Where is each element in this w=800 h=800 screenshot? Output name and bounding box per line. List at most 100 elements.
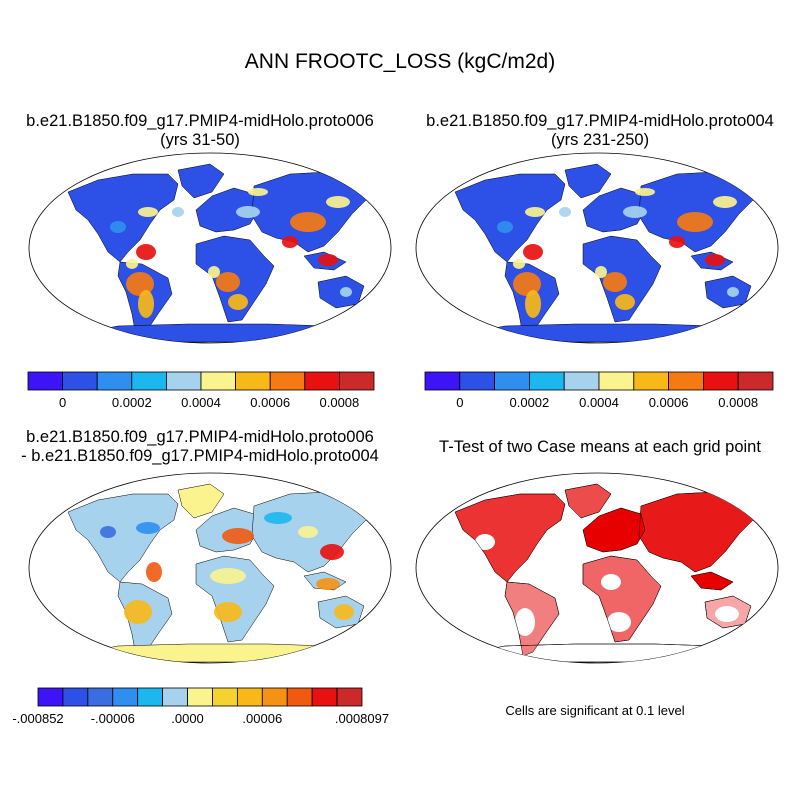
colorbar-box-3 <box>112 687 139 707</box>
ttest-significance-note: Cells are significant at 0.1 level <box>505 703 685 718</box>
value-region-12 <box>172 207 184 217</box>
value-region-10 <box>326 196 350 208</box>
colorbar-tick-label: 0 <box>456 395 464 410</box>
value-region-5 <box>228 294 248 310</box>
value-region-14 <box>635 188 655 196</box>
colorbar-box-9 <box>737 371 774 391</box>
value-region-11 <box>138 207 158 217</box>
colorbar-tick-label: 0.0006 <box>648 395 689 410</box>
coastline-seasia <box>690 571 734 591</box>
colorbar-box-3 <box>131 371 167 391</box>
value-region-4 <box>216 272 240 292</box>
diff-region-10 <box>334 604 354 620</box>
land-antarctica <box>75 643 359 663</box>
colorbar-tick-label: 0 <box>58 395 67 410</box>
colorbar-box-0 <box>37 687 64 707</box>
value-region-0 <box>523 244 543 260</box>
value-region-0 <box>136 244 156 260</box>
colorbar-box-8 <box>702 371 739 391</box>
colorbar-box-9 <box>338 371 375 391</box>
colorbar-box-2 <box>494 371 530 391</box>
colorbar-tick-label: .00006 <box>242 711 283 726</box>
colorbar-case1-labels: 0 0.0002 0.0004 0.0006 0.0008 <box>28 395 374 413</box>
colorbar-tick-label: 0.0002 <box>509 395 550 410</box>
significant-region-seasia <box>691 572 733 590</box>
colorbar-tick-label: .0008097 <box>334 711 390 726</box>
colorbar-diff <box>37 687 363 707</box>
value-region-6 <box>595 266 607 278</box>
nonsignificant-region-0 <box>515 608 535 636</box>
value-region-12 <box>559 207 571 217</box>
colorbar-box-1 <box>459 371 495 391</box>
value-region-13 <box>623 206 647 218</box>
diff-region-2 <box>146 562 162 582</box>
diff-region-5 <box>316 578 340 590</box>
colorbar-box-0 <box>27 371 63 391</box>
colorbar-box-3 <box>529 371 565 391</box>
value-region-13 <box>236 206 260 218</box>
colorbar-box-2 <box>96 371 133 391</box>
panel-title-ttest: T-Test of two Case means at each grid po… <box>400 438 800 457</box>
land-greenland <box>177 483 225 519</box>
panel-title-case2-line2: (yrs 231-250) <box>550 131 650 149</box>
map-case1 <box>28 152 392 344</box>
land-antarctica <box>462 643 746 663</box>
colorbar-box-0 <box>424 371 461 391</box>
map-case2 <box>415 152 779 344</box>
colorbar-box-4 <box>137 687 164 707</box>
colorbar-box-8 <box>236 687 263 707</box>
value-region-8 <box>318 254 338 266</box>
colorbar-box-7 <box>269 371 306 391</box>
diff-region-11 <box>298 526 318 538</box>
value-region-3 <box>513 259 525 269</box>
panel-title-case1: b.e21.B1850.f09_g17.PMIP4-midHolo.proto0… <box>0 112 400 150</box>
colorbar-tick-label: 0.0004 <box>579 395 619 410</box>
panel-title-diff: b.e21.B1850.f09_g17.PMIP4-midHolo.proto0… <box>0 428 400 466</box>
land-greenland <box>177 163 225 199</box>
nonsignificant-region-4 <box>601 574 621 590</box>
nonsignificant-region-3 <box>475 534 495 550</box>
map-diff <box>28 472 392 664</box>
panel-title-case2: b.e21.B1850.f09_g17.PMIP4-midHolo.proto0… <box>400 112 800 150</box>
land-antarctica <box>462 323 746 343</box>
value-region-2 <box>138 290 154 318</box>
figure-title: ANN FROOTC_LOSS (kgC/m2d) <box>244 50 556 73</box>
colorbar-box-9 <box>261 687 288 707</box>
diff-region-9 <box>210 568 246 584</box>
colorbar-box-6 <box>235 371 271 391</box>
land-antarctica <box>75 323 359 343</box>
panel-title-diff-line1: b.e21.B1850.f09_g17.PMIP4-midHolo.proto0… <box>26 428 374 446</box>
significant-region-namerica <box>455 494 565 582</box>
diff-region-8 <box>264 512 292 524</box>
colorbar-box-5 <box>598 371 635 391</box>
value-region-11 <box>525 207 545 217</box>
colorbar-box-7 <box>212 687 238 707</box>
significant-region-africa <box>583 556 661 642</box>
colorbar-tick-label: -.00006 <box>90 711 135 726</box>
colorbar-tick-label: 0.0008 <box>319 395 360 410</box>
land-namerica <box>67 173 179 263</box>
panel-title-ttest-line1: T-Test of two Case means at each grid po… <box>439 438 761 456</box>
value-region-2 <box>525 290 541 318</box>
significant-region-asia <box>639 492 755 572</box>
diff-region-3 <box>124 600 152 624</box>
colorbar-box-7 <box>668 371 704 391</box>
value-region-15 <box>340 287 352 297</box>
panel-title-diff-line2: - b.e21.B1850.f09_g17.PMIP4-midHolo.prot… <box>21 447 379 465</box>
value-region-6 <box>208 266 220 278</box>
value-region-7 <box>677 212 713 232</box>
land-namerica <box>67 493 179 583</box>
value-region-5 <box>615 294 635 310</box>
land-greenland <box>564 163 612 199</box>
nonsignificant-region-1 <box>607 612 631 632</box>
colorbar-box-4 <box>563 371 600 391</box>
colorbar-box-6 <box>187 687 213 707</box>
value-region-7 <box>290 212 326 232</box>
diff-region-4 <box>214 602 242 622</box>
value-region-16 <box>497 221 513 233</box>
value-region-9 <box>669 236 685 248</box>
colorbar-case2 <box>424 371 774 391</box>
coastline-samerica <box>504 581 560 657</box>
colorbar-case1 <box>27 371 375 391</box>
coastline-greenland <box>564 483 612 519</box>
